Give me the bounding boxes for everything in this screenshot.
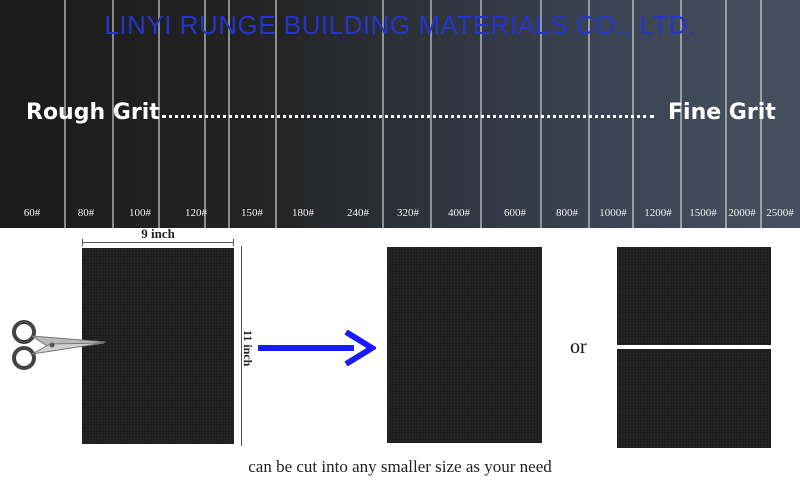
grit-number: 100# xyxy=(129,207,151,219)
grit-number: 1500# xyxy=(689,207,717,219)
grit-dotted-line xyxy=(162,115,654,118)
grit-number: 1200# xyxy=(644,207,672,219)
grit-number: 600# xyxy=(504,207,526,219)
or-label: or xyxy=(570,336,587,358)
grit-number: 800# xyxy=(556,207,578,219)
sheet-width-dimension-line xyxy=(82,239,234,246)
grit-number: 2500# xyxy=(766,207,794,219)
grit-number: 60# xyxy=(23,207,41,219)
scissors-icon xyxy=(12,320,107,370)
grit-number: 240# xyxy=(347,207,369,219)
full-sandpaper-sheet xyxy=(82,248,234,444)
cut-sheet-single xyxy=(387,247,542,443)
grit-number: 2000# xyxy=(728,207,756,219)
sheet-width-label: 9 inch xyxy=(141,226,175,241)
grit-number: 400# xyxy=(448,207,470,219)
sheet-height-label: 11 inch xyxy=(241,330,255,367)
fine-grit-label: Fine Grit xyxy=(668,100,776,125)
grit-number: 150# xyxy=(241,207,263,219)
company-watermark: LINYI RUNGE BUILDING MATERIALS CO., LTD. xyxy=(104,10,696,40)
rough-grit-label: Rough Grit xyxy=(26,100,160,125)
grit-number: 180# xyxy=(292,207,314,219)
grit-banner: LINYI RUNGE BUILDING MATERIALS CO., LTD.… xyxy=(0,0,800,228)
grit-number: 1000# xyxy=(599,207,627,219)
grit-number: 320# xyxy=(397,207,419,219)
sheet-height-dimension-line xyxy=(241,246,242,446)
caption: can be cut into any smaller size as your… xyxy=(248,457,552,476)
grit-number: 120# xyxy=(185,207,207,219)
arrow-right-icon xyxy=(258,330,376,366)
cut-sheet-top-half xyxy=(617,247,771,345)
grit-number: 80# xyxy=(77,207,95,219)
cut-sheet-bottom-half xyxy=(617,349,771,448)
